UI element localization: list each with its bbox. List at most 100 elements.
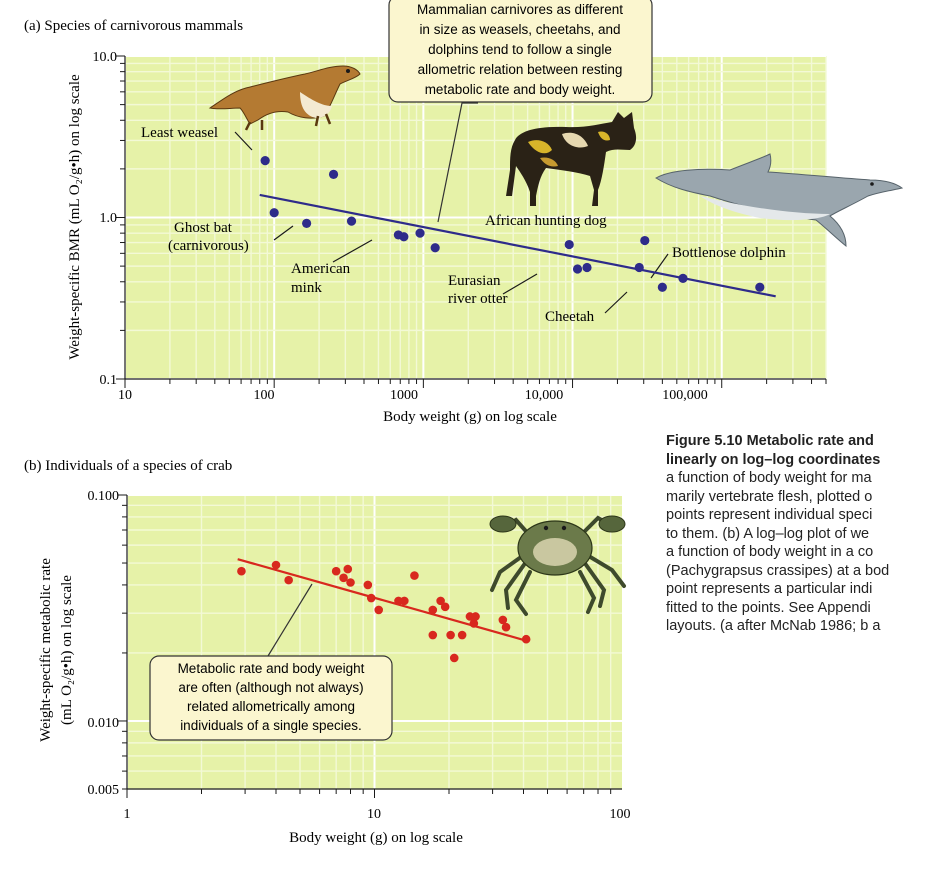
dolphin-icon bbox=[655, 153, 904, 248]
panel-b-fit-line-layer bbox=[237, 558, 530, 643]
data-point bbox=[343, 564, 353, 574]
x-tick-label-a: 10,000 bbox=[525, 388, 564, 403]
data-point bbox=[346, 216, 357, 226]
label-african-hunting-dog: African hunting dog bbox=[485, 213, 607, 229]
data-point bbox=[572, 264, 583, 274]
data-point bbox=[755, 282, 765, 292]
data-point bbox=[269, 208, 279, 218]
panel-a-leader-lines bbox=[234, 131, 669, 314]
caption-body-line: layouts. (a after McNab 1986; b a bbox=[666, 618, 881, 634]
panel-a-tick-labels: 10 100 1000 10,000 100,000 0.1 1.0 10.0 bbox=[93, 50, 708, 403]
data-point bbox=[237, 566, 246, 576]
caption-body-line: marily vertebrate flesh, plotted o bbox=[666, 488, 873, 505]
fit-line bbox=[237, 558, 530, 643]
y-axis-title-b-2: (mL O₂/g•h) on log scale bbox=[59, 575, 75, 725]
data-point bbox=[428, 605, 438, 615]
y-tick-label-b: 0.005 bbox=[88, 783, 120, 798]
label-cheetah: Cheetah bbox=[545, 309, 595, 325]
data-point bbox=[678, 273, 688, 283]
callout-a: Mammalian carnivores as different in siz… bbox=[388, 0, 653, 223]
panel-b-tick-labels: 1 10 100 0.005 0.010 0.100 bbox=[88, 489, 631, 822]
x-tick-label-b: 100 bbox=[610, 807, 631, 822]
data-point bbox=[471, 612, 480, 621]
label-american-mink-2: mink bbox=[291, 280, 322, 296]
data-point bbox=[430, 243, 440, 253]
data-point bbox=[640, 235, 650, 246]
data-point bbox=[302, 218, 312, 228]
data-point bbox=[328, 169, 339, 179]
data-point bbox=[457, 630, 467, 640]
data-point bbox=[410, 571, 419, 580]
data-point bbox=[415, 228, 425, 238]
callout-a-line: Mammalian carnivores as different bbox=[417, 2, 623, 17]
label-eurasian-river-otter: Eurasian bbox=[448, 273, 501, 289]
data-point bbox=[346, 578, 355, 587]
y-tick-label-a: 1.0 bbox=[100, 211, 118, 226]
x-axis-title-a: Body weight (g) on log scale bbox=[383, 409, 557, 425]
callout-a-line: allometric relation between resting bbox=[418, 62, 623, 77]
callout-a-line: metabolic rate and body weight. bbox=[425, 82, 616, 97]
caption-body-line: fitted to the points. See Appendi bbox=[666, 599, 871, 616]
data-point bbox=[428, 630, 438, 640]
data-point bbox=[331, 566, 341, 576]
data-point bbox=[449, 653, 459, 663]
data-point bbox=[339, 573, 348, 583]
data-point bbox=[498, 615, 508, 625]
panel-a-points-layer bbox=[260, 156, 765, 292]
callout-b: Metabolic rate and body weight are often… bbox=[149, 583, 393, 741]
y-tick-label-b: 0.010 bbox=[88, 716, 120, 731]
panel-b-axes bbox=[118, 494, 622, 798]
y-axis-title-a: Weight-specific BMR (mL O₂/g•h) on log s… bbox=[67, 74, 83, 360]
fit-line bbox=[259, 193, 776, 298]
data-point bbox=[366, 593, 376, 603]
data-point bbox=[399, 232, 409, 242]
label-least-weasel: Least weasel bbox=[141, 125, 218, 141]
y-tick-label-b: 0.100 bbox=[88, 489, 120, 504]
panel-b: (b) Individuals of a species of crab 1 1… bbox=[24, 458, 631, 846]
data-point bbox=[271, 560, 281, 570]
callout-b-line: Metabolic rate and body weight bbox=[178, 661, 365, 676]
data-point bbox=[446, 630, 455, 640]
x-tick-label-b: 10 bbox=[367, 807, 381, 822]
panel-b-label: (b) Individuals of a species of crab bbox=[24, 458, 232, 474]
panel-b-points-layer bbox=[237, 560, 531, 663]
x-tick-label-a: 100,000 bbox=[662, 388, 708, 403]
x-tick-label-a: 1000 bbox=[390, 388, 418, 403]
x-axis-title-b: Body weight (g) on log scale bbox=[289, 830, 463, 846]
caption-title-line: linearly on log–log coordinates bbox=[666, 451, 881, 468]
figure-caption: Figure 5.10 Metabolic rate and linearly … bbox=[666, 432, 925, 636]
data-point bbox=[374, 605, 384, 615]
callout-a-line: in size as weasels, cheetahs, and bbox=[419, 22, 620, 37]
caption-body-line: a function of body weight for ma bbox=[666, 470, 872, 486]
y-tick-label-a: 0.1 bbox=[100, 373, 118, 388]
caption-body-line: (Pachygrapsus crassipes) at a bod bbox=[666, 562, 890, 579]
callout-b-line: are often (although not always) bbox=[178, 680, 363, 695]
hunting-dog-icon bbox=[506, 112, 637, 206]
label-bottlenose-dolphin: Bottlenose dolphin bbox=[672, 245, 786, 261]
label-eurasian-river-otter-2: river otter bbox=[448, 291, 508, 307]
data-point bbox=[260, 156, 270, 166]
caption-body-line: point represents a particular indi bbox=[666, 581, 873, 597]
data-point bbox=[400, 596, 409, 606]
x-tick-label-a: 100 bbox=[254, 388, 275, 403]
data-point bbox=[521, 634, 531, 644]
label-american-mink: American bbox=[291, 261, 351, 277]
panel-a: (a) Species of carnivorous mammals 10 10… bbox=[24, 0, 904, 425]
data-point bbox=[363, 580, 373, 590]
panel-a-fit-line-layer bbox=[259, 193, 776, 298]
crab-icon bbox=[489, 515, 626, 616]
callout-a-line: dolphins tend to follow a single bbox=[428, 42, 612, 57]
data-point bbox=[564, 239, 574, 250]
weasel-icon bbox=[208, 65, 361, 131]
panel-a-label: (a) Species of carnivorous mammals bbox=[24, 18, 243, 34]
data-point bbox=[436, 596, 445, 606]
label-ghost-bat-note: (carnivorous) bbox=[168, 238, 249, 254]
x-tick-label-a: 10 bbox=[118, 388, 132, 403]
caption-body-line: to them. (b) A log–log plot of we bbox=[666, 525, 870, 542]
data-point bbox=[284, 575, 293, 585]
callout-b-line: related allometrically among bbox=[187, 699, 355, 714]
data-point bbox=[657, 282, 667, 292]
caption-body-line: points represent individual speci bbox=[666, 507, 873, 523]
caption-title-line: Figure 5.10 Metabolic rate and bbox=[666, 433, 874, 449]
